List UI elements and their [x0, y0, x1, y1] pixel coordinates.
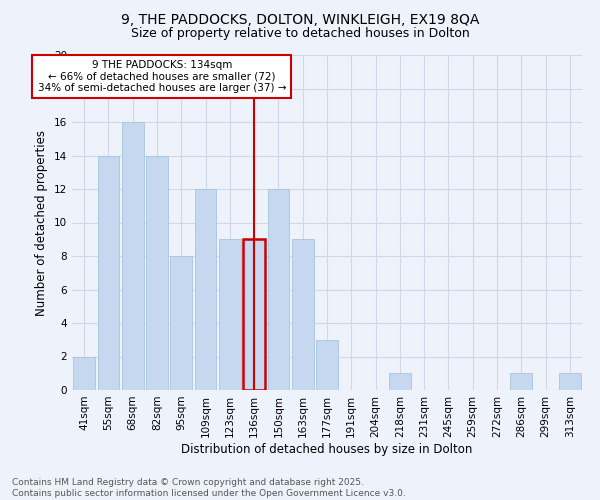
- Text: 9 THE PADDOCKS: 134sqm
← 66% of detached houses are smaller (72)
34% of semi-det: 9 THE PADDOCKS: 134sqm ← 66% of detached…: [38, 60, 286, 93]
- X-axis label: Distribution of detached houses by size in Dolton: Distribution of detached houses by size …: [181, 442, 473, 456]
- Bar: [511, 373, 532, 390]
- Bar: [316, 340, 338, 390]
- Bar: [219, 240, 241, 390]
- Bar: [73, 356, 95, 390]
- Bar: [122, 122, 143, 390]
- Y-axis label: Number of detached properties: Number of detached properties: [35, 130, 49, 316]
- Bar: [559, 373, 581, 390]
- Bar: [146, 156, 168, 390]
- Text: 9, THE PADDOCKS, DOLTON, WINKLEIGH, EX19 8QA: 9, THE PADDOCKS, DOLTON, WINKLEIGH, EX19…: [121, 12, 479, 26]
- Bar: [292, 240, 314, 390]
- Bar: [194, 189, 217, 390]
- Text: Contains HM Land Registry data © Crown copyright and database right 2025.
Contai: Contains HM Land Registry data © Crown c…: [12, 478, 406, 498]
- Bar: [97, 156, 119, 390]
- Bar: [389, 373, 411, 390]
- Bar: [243, 240, 265, 390]
- Bar: [170, 256, 192, 390]
- Text: Size of property relative to detached houses in Dolton: Size of property relative to detached ho…: [131, 28, 469, 40]
- Bar: [268, 189, 289, 390]
